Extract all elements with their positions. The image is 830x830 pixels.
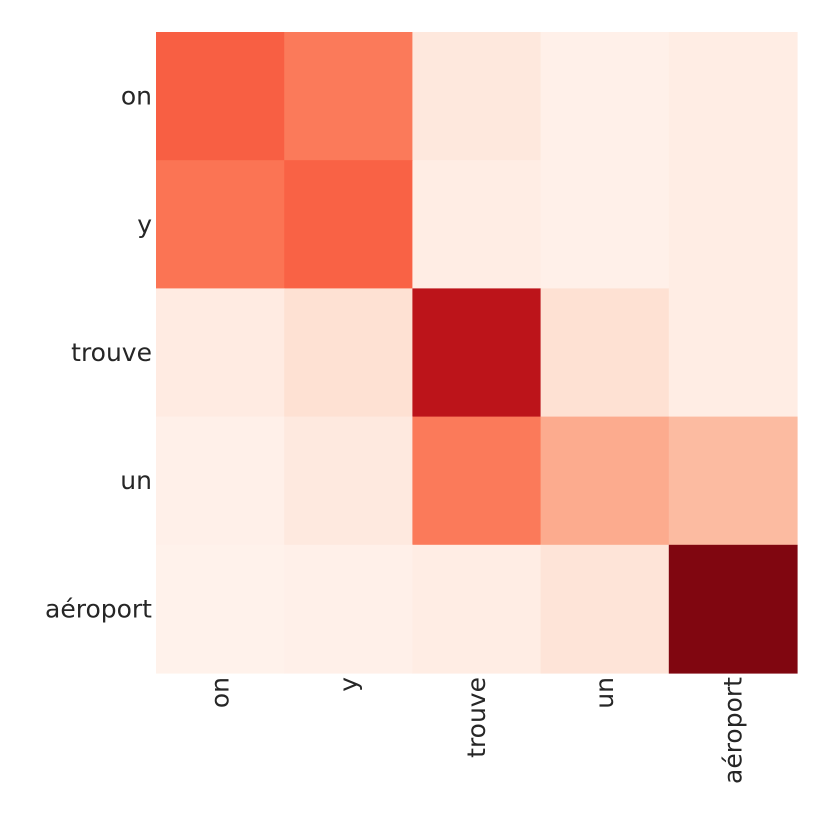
heatmap-cell-1-1 [284, 160, 413, 289]
y-tick-label-3: un [120, 466, 152, 495]
heatmap-cell-0-4 [668, 32, 798, 161]
heatmap-cell-0-0 [156, 32, 285, 161]
heatmap-cells [156, 32, 798, 674]
heatmap-cell-2-2 [412, 288, 542, 418]
heatmap-cell-0-2 [412, 32, 542, 161]
heatmap-cell-4-2 [412, 544, 542, 674]
x-tick-label-1: y [334, 677, 363, 692]
y-tick-label-4: aéroport [45, 594, 152, 623]
x-tick-label-2: trouve [462, 677, 491, 758]
heatmap-cell-2-3 [540, 288, 670, 418]
x-axis-tick-labels: on y trouve un aéroport [206, 677, 748, 784]
heatmap-cell-4-3 [540, 544, 670, 674]
heatmap-cell-4-4 [668, 544, 798, 674]
heatmap-cell-3-3 [540, 416, 670, 546]
heatmap-cell-2-0 [156, 288, 285, 418]
heatmap-cell-2-1 [284, 288, 413, 418]
heatmap-cell-1-3 [540, 160, 670, 289]
heatmap-cell-3-2 [412, 416, 542, 546]
heatmap-cell-0-3 [540, 32, 670, 161]
x-tick-label-4: aéroport [718, 677, 747, 784]
heatmap-cell-1-0 [156, 160, 285, 289]
heatmap-cell-4-0 [156, 544, 285, 674]
heatmap-cell-3-0 [156, 416, 285, 546]
heatmap-cell-3-4 [668, 416, 798, 546]
x-tick-label-3: un [590, 677, 619, 709]
heatmap-cell-1-2 [412, 160, 542, 289]
y-tick-label-1: y [137, 210, 152, 239]
heatmap-cell-1-4 [668, 160, 798, 289]
x-tick-label-0: on [206, 677, 235, 708]
heatmap-cell-0-1 [284, 32, 413, 161]
heatmap-cell-4-1 [284, 544, 413, 674]
y-axis-tick-labels: on y trouve un aéroport [45, 82, 152, 624]
heatmap-cell-3-1 [284, 416, 413, 546]
heatmap-cell-2-4 [668, 288, 798, 418]
y-tick-label-0: on [121, 82, 152, 111]
y-tick-label-2: trouve [71, 338, 152, 367]
